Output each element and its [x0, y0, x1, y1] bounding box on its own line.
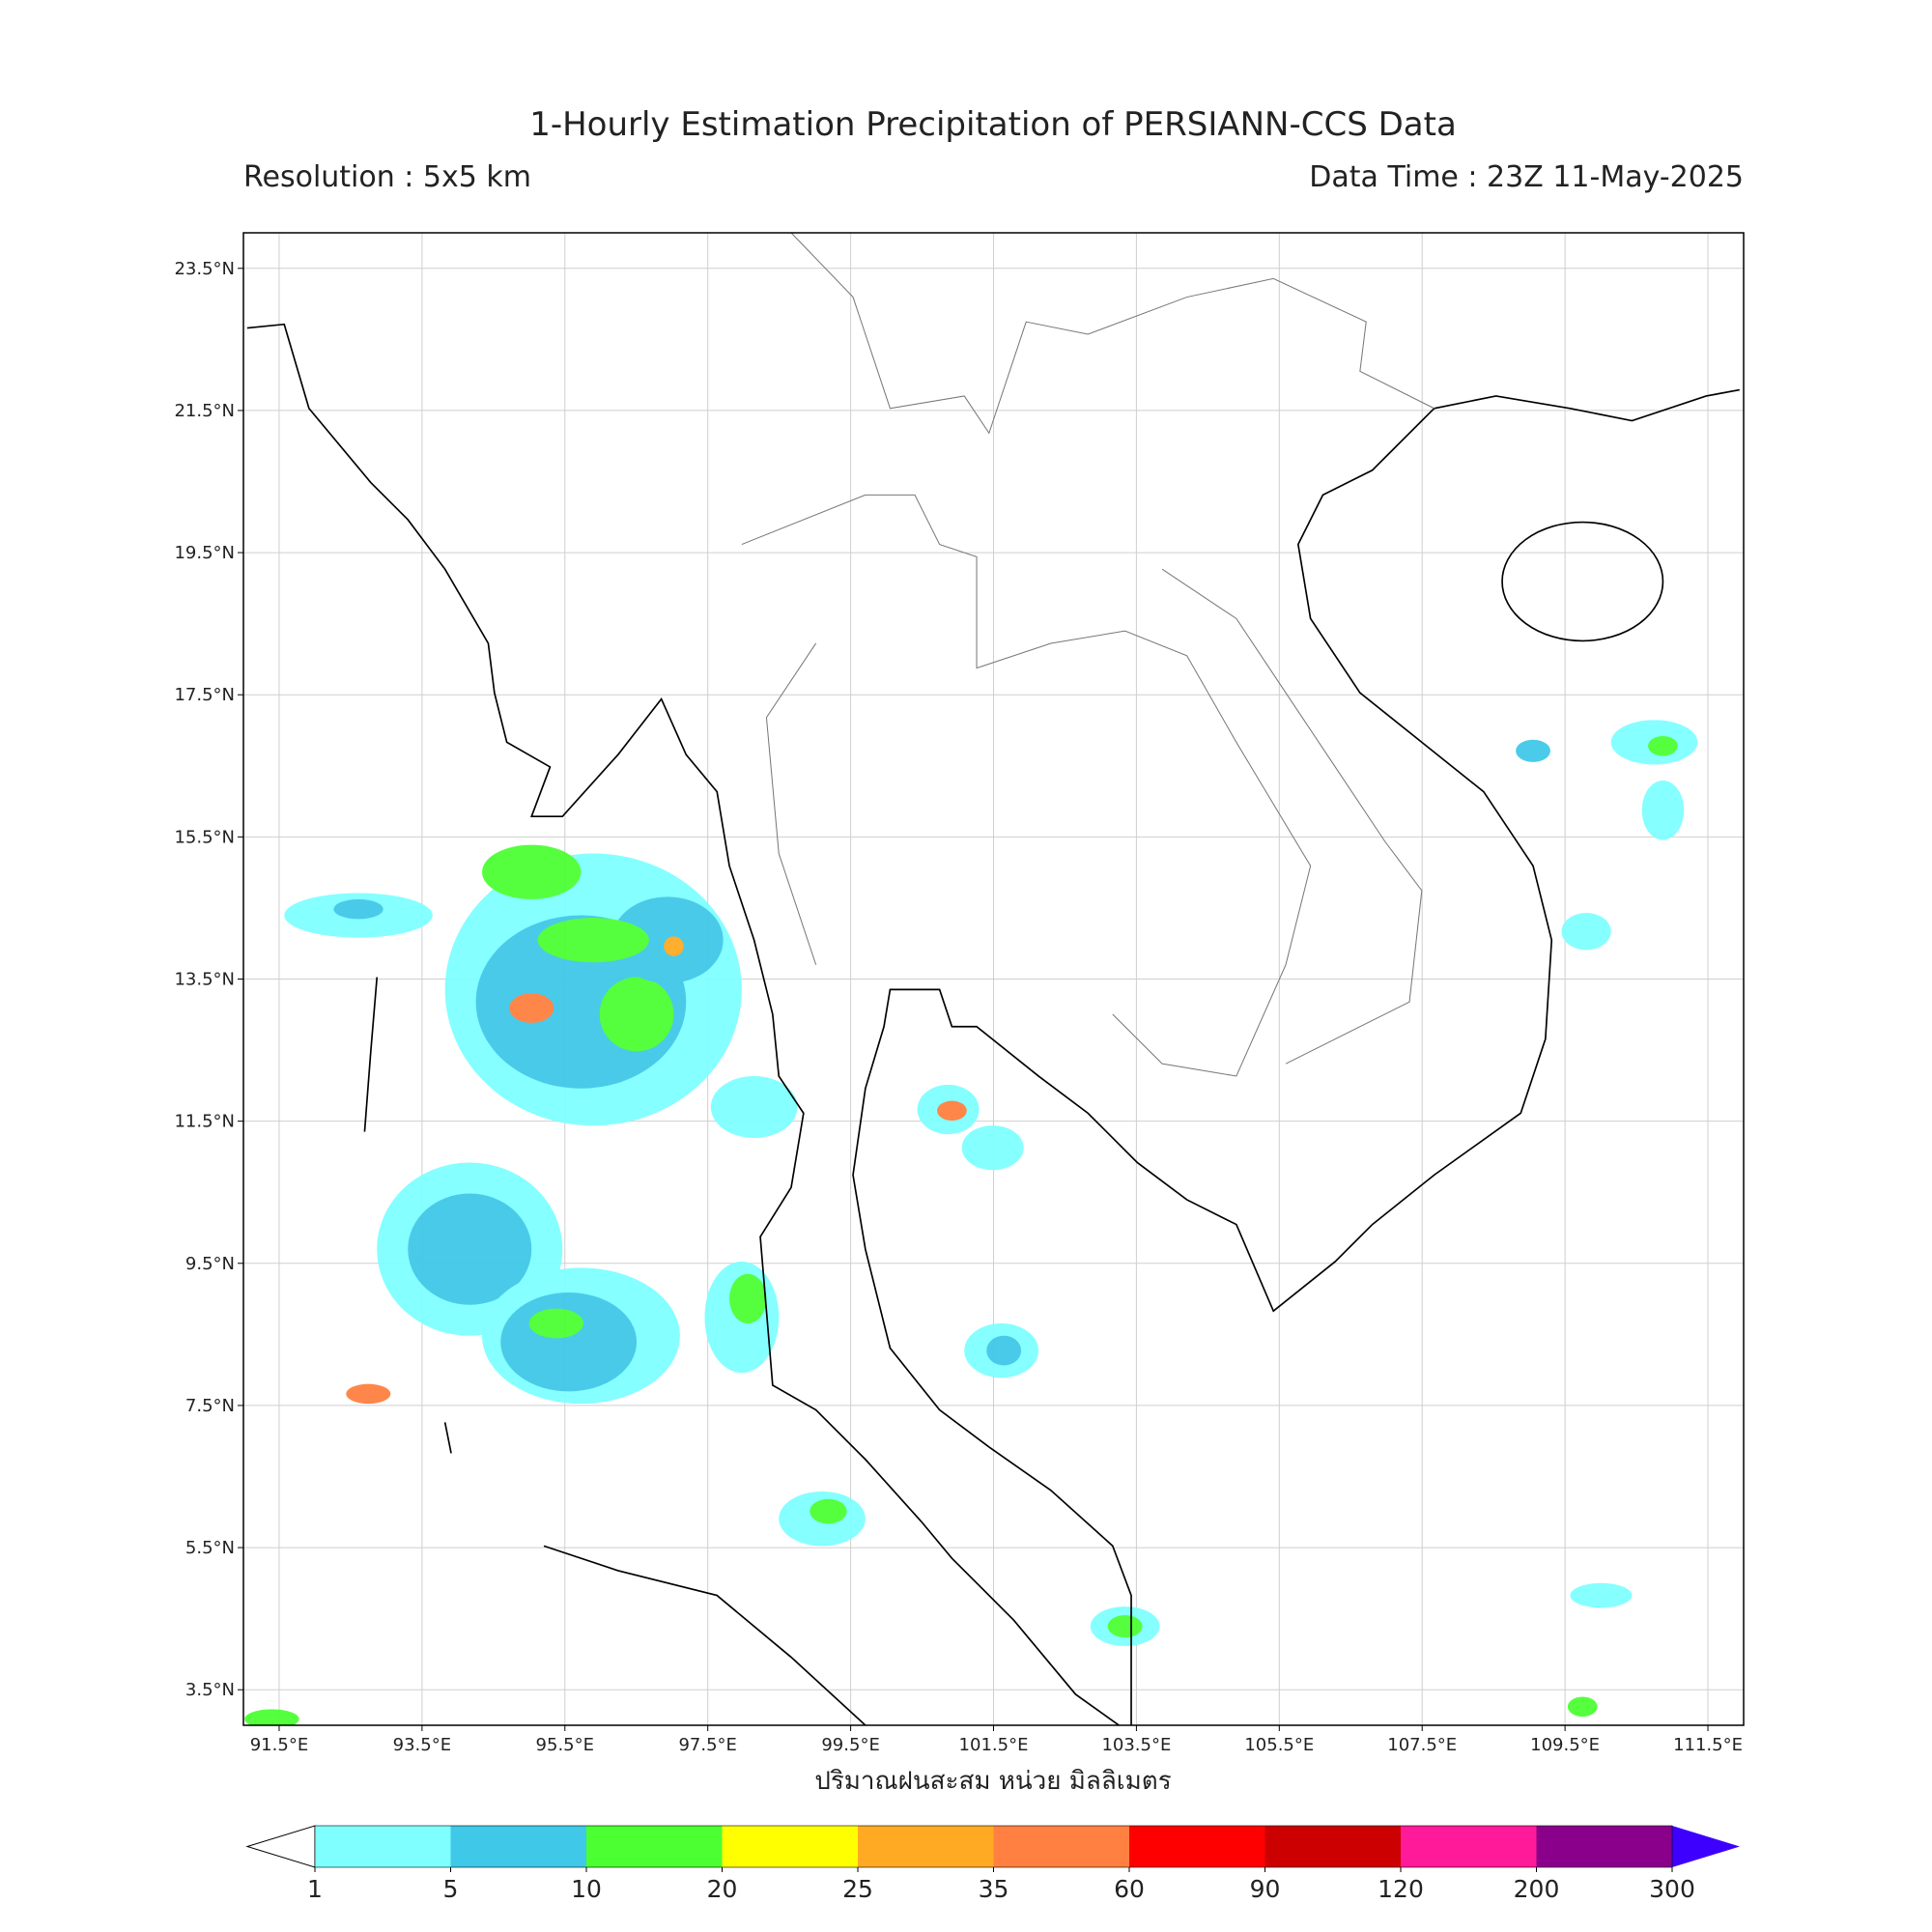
- lat-tick-label: 13.5°N: [174, 970, 235, 990]
- coastline: [246, 323, 1740, 1725]
- lon-tick-label: 99.5°E: [821, 1735, 879, 1755]
- lat-tick-label: 17.5°N: [174, 685, 235, 705]
- colorbar-tick-label: 120: [1378, 1875, 1424, 1903]
- sumatra: [543, 1545, 867, 1725]
- colorbar-tick-label: 10: [571, 1875, 602, 1903]
- lat-tick-label: 7.5°N: [185, 1396, 235, 1416]
- lon-tick-label: 101.5°E: [959, 1735, 1029, 1755]
- map-shapes: [244, 233, 1740, 1725]
- colorbar-tick-label: 60: [1114, 1875, 1145, 1903]
- colorbar-segment: [586, 1826, 723, 1867]
- colorbar-tick-label: 1: [307, 1875, 323, 1903]
- lat-tick-label: 11.5°N: [174, 1112, 235, 1132]
- lat-tick-label: 21.5°N: [174, 401, 235, 421]
- colorbar-segment: [1129, 1826, 1265, 1867]
- colorbar-tick-label: 35: [979, 1875, 1009, 1903]
- lon-tick-label: 107.5°E: [1387, 1735, 1457, 1755]
- lon-tick-label: 109.5°E: [1530, 1735, 1600, 1755]
- colorbar-segment: [450, 1826, 587, 1867]
- borders: [741, 233, 1435, 1077]
- title: 1-Hourly Estimation Precipitation of PER…: [529, 105, 1457, 144]
- grid: [243, 233, 1744, 1725]
- colorbar-segment: [1401, 1826, 1537, 1867]
- hainan: [1501, 521, 1664, 642]
- lat-tick-label: 5.5°N: [185, 1538, 235, 1558]
- colorbar-tick-label: 200: [1514, 1875, 1560, 1903]
- andaman: [363, 977, 452, 1454]
- colorbar-segment: [1536, 1826, 1673, 1867]
- map-layer: [244, 233, 1740, 1725]
- lat-tick-label: 19.5°N: [174, 543, 235, 563]
- lon-tick-label: 91.5°E: [250, 1735, 308, 1755]
- lon-tick-label: 97.5°E: [678, 1735, 736, 1755]
- colorbar: 1 5 10 20 25 35 60 90 120 200 300: [245, 1825, 1740, 1903]
- colorbar-segment: [1264, 1826, 1402, 1867]
- colorbar-segment: [722, 1826, 859, 1867]
- lon-tick-label: 95.5°E: [536, 1735, 594, 1755]
- lon-tick-label: 105.5°E: [1244, 1735, 1314, 1755]
- colorbar-segment: [315, 1826, 451, 1867]
- colorbar-segment: [858, 1826, 994, 1867]
- lat-tick-label: 15.5°N: [174, 827, 235, 847]
- colorbar-tick-label: 25: [842, 1875, 873, 1903]
- subtitle-right: Data Time : 23Z 11-May-2025: [1309, 160, 1744, 194]
- subtitle-left: Resolution : 5x5 km: [243, 160, 531, 194]
- colorbar-tick-label: 5: [443, 1875, 459, 1903]
- lon-tick-label: 103.5°E: [1101, 1735, 1171, 1755]
- colorbar-under: [245, 1825, 316, 1868]
- lon-tick-label: 93.5°E: [393, 1735, 451, 1755]
- colorbar-tick-label: 20: [707, 1875, 738, 1903]
- lat-tick-label: 9.5°N: [185, 1254, 235, 1274]
- colorbar-segment: [993, 1826, 1130, 1867]
- colorbar-tick-label: 300: [1649, 1875, 1695, 1903]
- rain: [244, 720, 1698, 1725]
- colorbar-tick-label: 90: [1250, 1875, 1281, 1903]
- lat-tick-label: 23.5°N: [174, 259, 235, 279]
- colorbar-over: [1672, 1826, 1740, 1867]
- lat-tick-label: 3.5°N: [185, 1680, 235, 1700]
- x-label: ปริมาณฝนสะสม หน่วย มิลลิเมตร: [814, 1767, 1171, 1796]
- lon-tick-label: 111.5°E: [1673, 1735, 1743, 1755]
